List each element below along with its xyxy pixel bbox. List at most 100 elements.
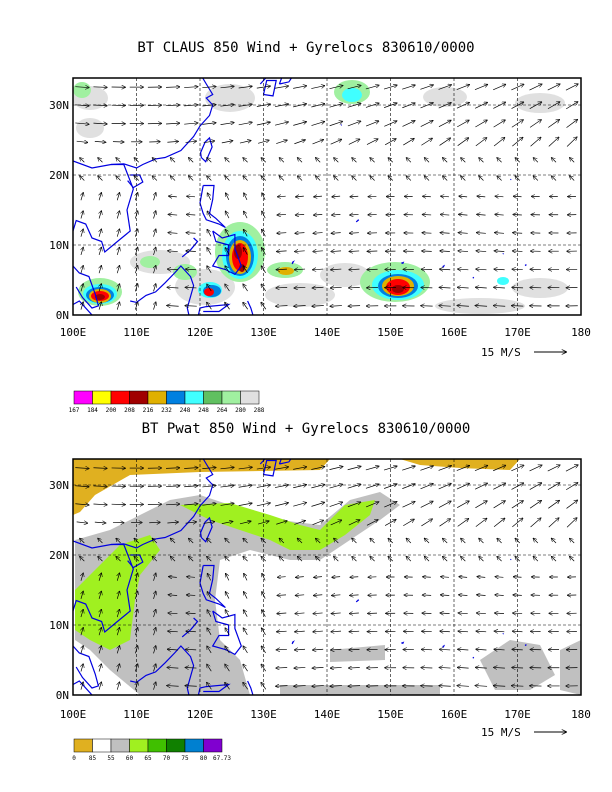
wind-vector: [497, 557, 502, 562]
colorbar-swatch: [92, 390, 112, 405]
wind-vector: [262, 193, 266, 201]
wind-vector: [98, 538, 103, 544]
wind-vector: [461, 158, 466, 163]
wind-vector: [295, 631, 305, 632]
panel1-title: BT CLAUS 850 Wind + Gyrelocs 830610/0000: [137, 40, 475, 56]
wind-vector: [316, 538, 321, 544]
wind-vector: [547, 102, 560, 110]
wind-vector: [495, 595, 504, 596]
colorbar-label: 232: [161, 407, 172, 414]
wind-vector: [261, 664, 267, 672]
wind-vector: [311, 104, 324, 108]
wind-vector: [167, 141, 178, 142]
wind-vector: [135, 247, 137, 256]
panel2-wind-vectors: [75, 465, 578, 690]
wind-vector: [314, 196, 322, 197]
wind-vector: [296, 196, 304, 197]
wind-vector: [457, 138, 469, 146]
claus-gray-cloud: [73, 84, 568, 314]
wind-vector: [458, 613, 468, 614]
wind-vector: [99, 664, 101, 672]
wind-vector: [154, 573, 156, 581]
wind-vector: [331, 613, 341, 614]
wind-vector: [314, 595, 323, 596]
wind-vector: [513, 613, 523, 614]
panel1-colorbar: 167 184 200 208 216 232 248 248 264 280 288: [69, 390, 265, 414]
wind-vector: [349, 287, 360, 288]
wind-vector: [402, 502, 415, 508]
wind-vector: [425, 557, 430, 562]
wind-vector: [459, 595, 468, 596]
wind-vector: [262, 628, 266, 636]
lon-tick-label: 140E: [314, 708, 341, 721]
coastline-segment: [73, 300, 93, 315]
wind-vector: [80, 557, 85, 562]
wind-vector: [75, 123, 88, 124]
wind-vector: [443, 557, 448, 562]
wind-vector: [494, 649, 505, 650]
wind-vector: [238, 503, 252, 506]
wind-vector: [329, 121, 343, 127]
wind-vector: [99, 610, 101, 618]
wind-vector: [298, 158, 303, 163]
wind-vector: [548, 137, 559, 147]
wind-vector: [513, 595, 522, 596]
wind-vector: [493, 483, 505, 490]
wind-vector: [441, 577, 449, 578]
colorbar-label: 280: [235, 407, 246, 414]
coastline-segment: [111, 459, 214, 549]
wind-vector: [117, 664, 119, 672]
wind-vector: [439, 306, 451, 307]
wind-vector: [497, 176, 502, 181]
wind-vector: [294, 686, 306, 687]
wind-vector: [438, 120, 451, 128]
coastline-segment: [291, 260, 295, 265]
wind-vector: [99, 302, 101, 310]
wind-vector: [225, 610, 230, 617]
wind-vector: [298, 176, 303, 181]
wind-vector: [425, 158, 430, 163]
coastline-segment: [355, 219, 360, 223]
wind-vector: [154, 229, 156, 237]
wind-vector: [81, 266, 83, 274]
wind-vector: [330, 139, 342, 145]
wind-vector: [81, 193, 83, 201]
wind-vector: [226, 574, 230, 581]
wind-vector: [294, 306, 306, 307]
wind-vector: [154, 266, 156, 274]
coastline-segment: [278, 78, 293, 85]
wind-vector: [552, 176, 557, 181]
colorbar-label: 208: [124, 407, 135, 414]
wind-vector: [565, 465, 578, 472]
lon-tick-label: 150E: [377, 708, 404, 721]
wind-vector: [406, 158, 412, 163]
coastline-segment: [73, 265, 100, 309]
lon-tick-label: 160E: [441, 708, 468, 721]
wind-vector: [456, 466, 470, 471]
wind-vector: [547, 465, 560, 472]
wind-vector: [334, 557, 339, 562]
wind-vector: [225, 557, 230, 562]
wind-vector: [243, 176, 248, 181]
wind-vector: [476, 269, 487, 270]
wind-vector: [329, 502, 343, 507]
wind-vector: [495, 613, 505, 614]
wind-vector: [277, 251, 287, 252]
wind-vector: [187, 577, 195, 578]
colorbar-swatch: [147, 390, 167, 405]
wind-vector: [570, 176, 575, 181]
wind-vector: [495, 214, 504, 215]
wind-vector: [457, 501, 469, 508]
wind-vector: [168, 251, 178, 252]
lon-tick-label: 170E: [504, 708, 531, 721]
wind-vector: [494, 251, 505, 252]
wind-vector: [565, 483, 578, 491]
colorbar-label: 60: [126, 755, 134, 762]
wind-vector: [349, 251, 360, 252]
wind-vector: [81, 664, 83, 672]
wind-vector: [513, 631, 523, 632]
wind-vector: [493, 138, 505, 147]
wind-vector: [365, 121, 379, 127]
wind-vector: [298, 557, 303, 562]
wind-vector: [474, 466, 487, 471]
